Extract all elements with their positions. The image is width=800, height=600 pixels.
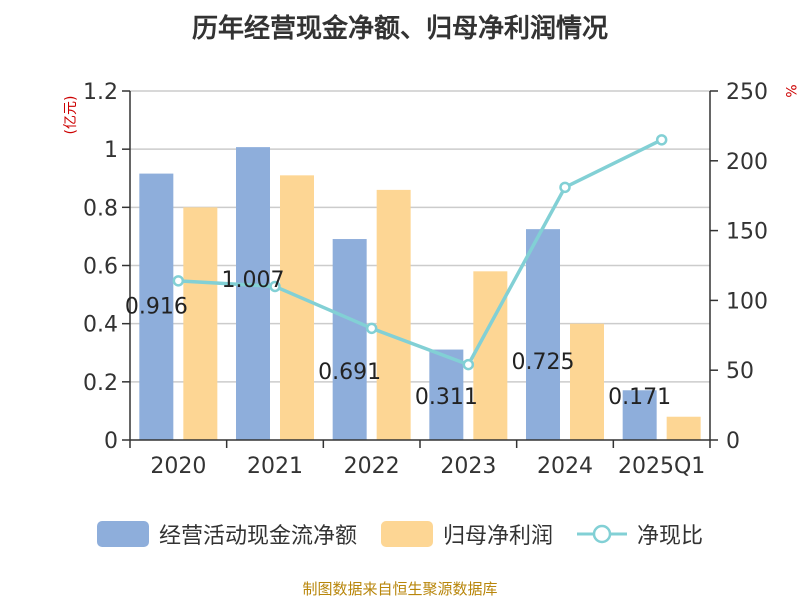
chart-title: 历年经营现金净额、归母净利润情况 <box>191 14 608 44</box>
bar-profit <box>280 175 314 440</box>
bar-cashflow <box>429 349 464 440</box>
left-tick-label: 0.2 <box>83 371 118 396</box>
x-tick-label: 2021 <box>247 454 303 479</box>
left-tick-label: 1.2 <box>83 80 118 105</box>
legend-swatch-cashflow <box>96 521 149 547</box>
bar-profit <box>183 207 218 440</box>
right-axis-unit: % <box>782 84 798 97</box>
x-tick-label: 2024 <box>537 454 593 479</box>
bars <box>139 147 701 440</box>
data-labels: 0.916 1.007 0.691 0.311 0.725 0.171 <box>125 268 671 410</box>
ratio-point <box>172 275 185 287</box>
bar-cashflow <box>236 147 270 440</box>
right-tick-label: 50 <box>726 359 754 384</box>
right-tick-label: 100 <box>726 289 768 314</box>
data-label-cashflow: 0.916 <box>125 295 188 320</box>
data-label-cashflow: 1.007 <box>222 268 285 293</box>
ratio-point <box>269 280 281 293</box>
data-label-cashflow: 0.725 <box>512 350 575 375</box>
ratio-line <box>172 134 668 371</box>
right-tick-label: 0 <box>726 429 740 454</box>
bar-cashflow <box>332 239 367 440</box>
bar-cashflow <box>622 390 657 440</box>
left-tick-label: 0 <box>104 429 118 454</box>
legend-label-profit: 归母净利润 <box>442 524 553 549</box>
x-tick-label: 2025Q1 <box>618 454 705 479</box>
ratio-point <box>559 181 571 194</box>
ratio-point <box>655 134 668 146</box>
bar-profit <box>666 416 701 440</box>
axes: 0 0.2 0.4 0.6 0.8 1 1.2 0 50 100 150 200 250 2020 2021… <box>63 80 798 479</box>
legend: 经营活动现金流净额 归母净利润 净现比 <box>0 518 800 550</box>
chart-svg: 0 0.2 0.4 0.6 0.8 1 1.2 0 50 100 150 200 250 2020 2021… <box>63 80 798 479</box>
left-tick-label: 0.4 <box>83 313 118 338</box>
legend-label-ratio: 净现比 <box>637 524 704 549</box>
bar-cashflow <box>139 173 174 440</box>
legend-item-profit[interactable]: 归母净利润 <box>380 518 553 550</box>
left-tick-label: 1 <box>104 138 118 163</box>
ratio-point <box>462 358 475 371</box>
ratio-polyline <box>178 138 663 367</box>
data-label-cashflow: 0.691 <box>318 360 381 385</box>
ratio-point <box>365 322 378 335</box>
legend-item-ratio[interactable]: 净现比 <box>577 518 703 550</box>
bar-cashflow <box>526 229 560 440</box>
right-tick-label: 200 <box>726 150 768 175</box>
legend-line-marker-icon <box>577 524 627 544</box>
gridlines <box>130 90 710 383</box>
left-axis-unit: (亿元) <box>63 96 79 135</box>
legend-item-cashflow[interactable]: 经营活动现金流净额 <box>96 518 357 550</box>
left-tick-label: 0.6 <box>83 255 118 280</box>
x-tick-label: 2022 <box>344 454 400 479</box>
right-tick-label: 250 <box>726 80 768 105</box>
right-tick-label: 150 <box>726 220 768 245</box>
data-label-cashflow: 0.171 <box>608 385 671 410</box>
x-tick-label: 2020 <box>150 454 206 479</box>
data-label-cashflow: 0.311 <box>415 385 478 410</box>
source-note: 制图数据来自恒生聚源数据库 <box>302 580 498 598</box>
legend-swatch-profit <box>380 521 433 547</box>
bar-profit <box>473 271 508 440</box>
bar-profit <box>376 189 411 440</box>
bar-profit <box>570 323 604 440</box>
x-tick-label: 2023 <box>440 454 496 479</box>
legend-label-cashflow: 经营活动现金流净额 <box>158 524 357 549</box>
left-tick-label: 0.8 <box>83 196 118 221</box>
